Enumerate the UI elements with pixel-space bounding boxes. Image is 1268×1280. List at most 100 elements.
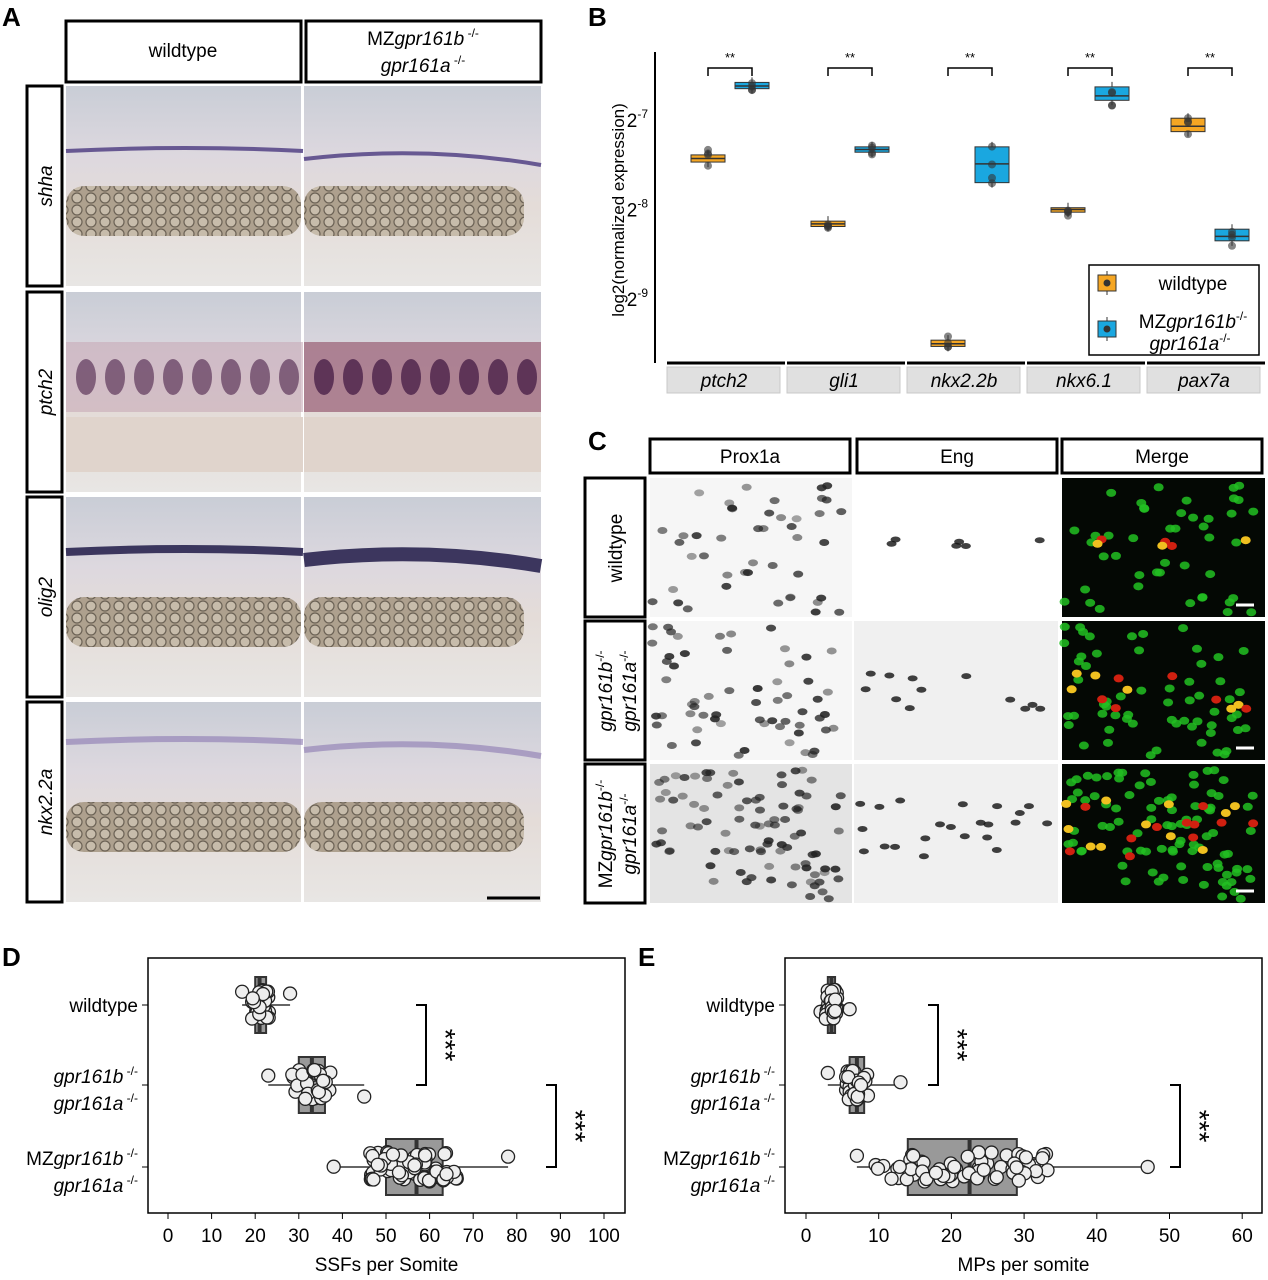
legend-label-mutant: MZgpr161b-/- — [1139, 309, 1248, 333]
data-point — [827, 1003, 843, 1019]
svg-text:ptch2: ptch2 — [36, 368, 57, 416]
facet-strip-pax7a — [1146, 366, 1261, 394]
panel-label-d: D — [2, 942, 21, 972]
eng-image-2 — [854, 764, 1058, 903]
data-point — [947, 1159, 962, 1175]
x-tick-label: 40 — [332, 1226, 353, 1247]
panel-c-row-label-2: MZgpr161b-/-gpr161a-/- — [583, 762, 647, 905]
facet-strip-gli1 — [786, 366, 901, 394]
data-point — [1064, 206, 1072, 215]
facet-strip-ptch2 — [666, 366, 781, 394]
x-tick-label: 80 — [506, 1226, 527, 1247]
embryo-image-olig2-wildtype — [65, 497, 304, 697]
data-point — [298, 1091, 313, 1106]
embryo-image-ptch2-mutant — [304, 292, 541, 492]
facet-label: nkx2.2b — [931, 371, 998, 392]
x-tick-label: 60 — [1232, 1226, 1253, 1247]
data-point — [357, 1089, 372, 1104]
data-point — [391, 1165, 407, 1180]
svg-text:Prox1a: Prox1a — [720, 447, 781, 468]
data-point — [500, 1149, 516, 1164]
y-category-label: MZgpr161b -/- — [663, 1146, 775, 1170]
data-point — [884, 1171, 899, 1186]
facet-label: pax7a — [1177, 371, 1230, 392]
data-point — [944, 339, 952, 348]
significance-label: *** — [430, 1029, 461, 1062]
svg-text:gpr161b-/-: gpr161b-/- — [593, 650, 617, 731]
significance-bracket — [827, 67, 873, 76]
data-point — [439, 1166, 454, 1182]
embryo-image-olig2-mutant — [303, 497, 543, 697]
panel-c-header-merge: Merge — [1060, 437, 1264, 475]
panel-label-c: C — [588, 426, 607, 456]
data-point — [1018, 1150, 1034, 1165]
data-point — [976, 1162, 991, 1177]
embryo-image-shha-wildtype — [65, 86, 304, 286]
data-point — [704, 161, 712, 170]
panel-c-header-prox1a: Prox1a — [648, 437, 852, 475]
x-tick-label: 30 — [1014, 1226, 1035, 1247]
embryo-image-ptch2-wildtype — [66, 292, 303, 492]
significance-bracket — [1187, 67, 1233, 76]
x-tick-label: 90 — [550, 1226, 571, 1247]
significance-label: *** — [942, 1029, 973, 1062]
data-point — [849, 1148, 865, 1163]
facet-strip-nkx6.1 — [1026, 366, 1141, 394]
data-point — [1011, 1173, 1026, 1188]
x-tick-label: 30 — [288, 1226, 309, 1247]
data-point — [988, 142, 996, 151]
data-point — [418, 1148, 433, 1163]
significance-bracket — [416, 1004, 427, 1086]
data-point — [245, 991, 260, 1006]
significance-bracket — [707, 67, 753, 76]
x-tick-label: 20 — [245, 1226, 266, 1247]
x-tick-label: 10 — [201, 1226, 222, 1247]
significance-label: *** — [1184, 1110, 1215, 1143]
data-point — [820, 1065, 835, 1081]
data-point — [704, 149, 712, 158]
data-point — [1009, 1160, 1024, 1175]
panel-c-row-label-0: wildtype — [583, 476, 647, 619]
panel-c-header-eng: Eng — [855, 437, 1059, 475]
svg-text:MZgpr161b -/-: MZgpr161b -/- — [367, 26, 479, 50]
data-point — [282, 986, 298, 1001]
significance-bracket — [1067, 67, 1113, 76]
svg-text:MZgpr161b-/-: MZgpr161b-/- — [593, 780, 617, 889]
significance-label: ** — [845, 50, 855, 65]
svg-text:wildtype: wildtype — [148, 41, 218, 62]
facet-strip-nkx2.2b — [906, 366, 1021, 394]
significance-bracket — [928, 1004, 939, 1086]
eng-image-1 — [854, 621, 1058, 760]
svg-text:wildtype: wildtype — [606, 514, 627, 584]
data-point — [1108, 87, 1116, 96]
svg-text:gpr161a-/-: gpr161a-/- — [617, 793, 641, 874]
data-point — [868, 148, 876, 157]
data-point — [853, 1078, 869, 1093]
panel-c-row-label-1: gpr161b-/-gpr161a-/- — [583, 619, 647, 762]
data-point — [989, 1170, 1004, 1185]
embryo-image-nkx2.2a-mutant — [303, 702, 542, 902]
data-point — [421, 1173, 437, 1188]
facet-label: gli1 — [829, 371, 859, 392]
svg-text:gpr161a -/-: gpr161a -/- — [691, 1091, 775, 1115]
data-point — [407, 1158, 422, 1173]
significance-label: ** — [1205, 50, 1215, 65]
svg-text:gpr161a-/-: gpr161a-/- — [617, 650, 641, 731]
data-point — [1035, 1151, 1050, 1166]
data-point — [370, 1157, 385, 1172]
panel-b-ylabel: log2(normalized expression) — [609, 103, 628, 317]
panel-b-chart: log2(normalized expression) 2-7 2-8 2-9 ptc… — [609, 50, 1265, 394]
data-point — [366, 1172, 381, 1187]
panel-label-b: B — [588, 2, 607, 32]
y-category-label: wildtype — [705, 996, 775, 1017]
data-point — [870, 1161, 886, 1176]
data-point — [1228, 227, 1236, 236]
data-point — [906, 1148, 921, 1163]
embryo-image-shha-mutant — [303, 86, 542, 286]
x-tick-label: 50 — [375, 1226, 396, 1247]
prox1a-image-0 — [647, 478, 852, 617]
eng-image-0 — [854, 478, 1058, 617]
panel-a-row-label-olig2: olig2 — [25, 495, 64, 699]
prox1a-image-1 — [647, 621, 852, 760]
